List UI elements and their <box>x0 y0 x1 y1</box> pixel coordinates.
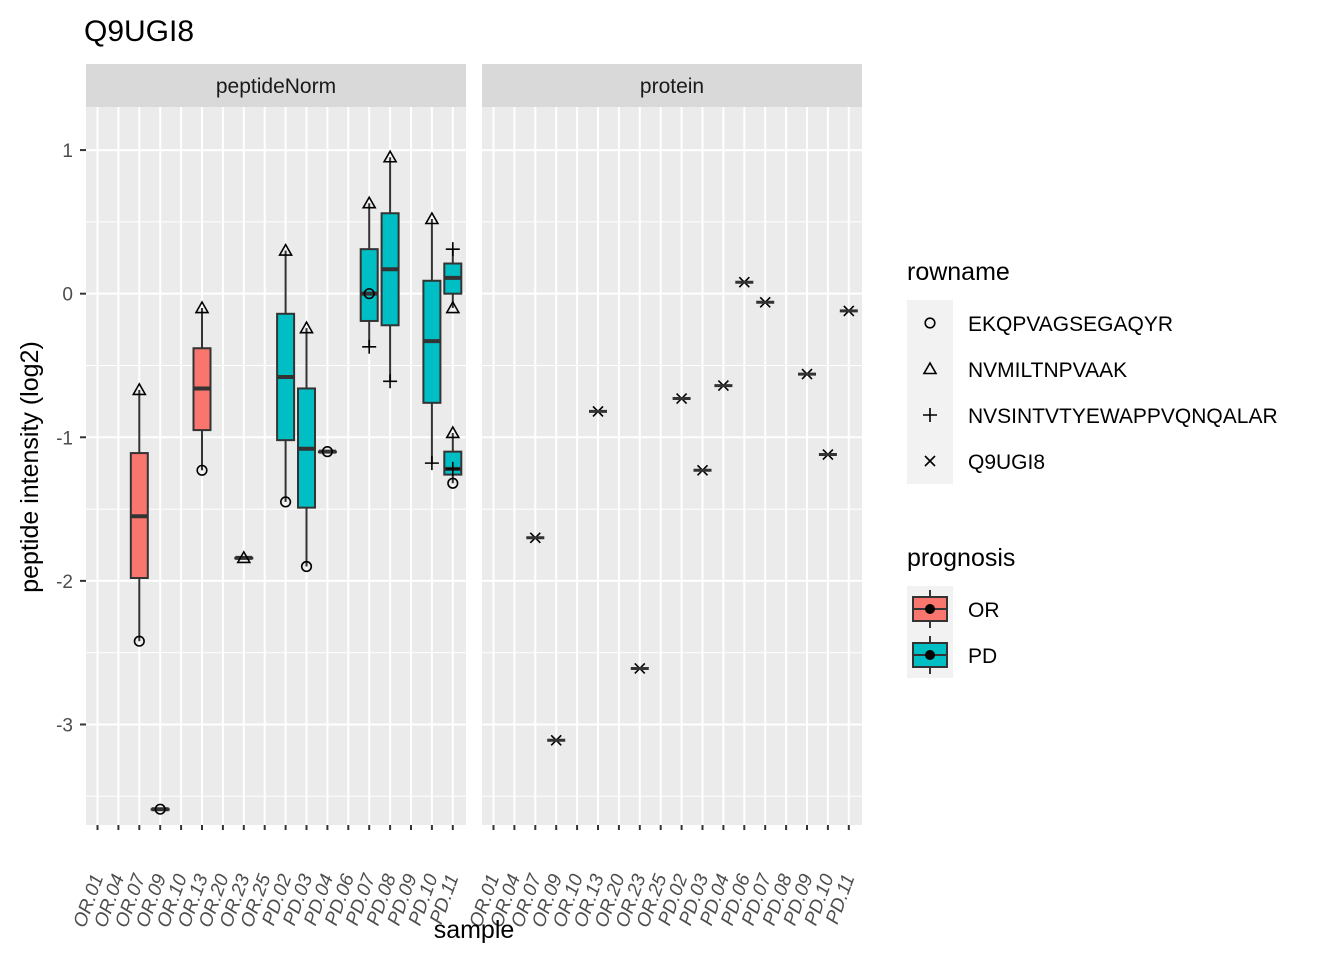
point-OR.07 <box>131 382 147 396</box>
point-PD.04 <box>321 446 334 458</box>
legend-key-triangle <box>907 346 953 392</box>
point-OR.13 <box>194 300 210 314</box>
panel-background-peptideNorm <box>86 107 466 825</box>
legend-label-prognosis: PD <box>968 645 997 668</box>
x-axis: OR.01OR.04OR.07OR.09OR.10OR.13OR.20OR.23… <box>70 825 859 930</box>
box-PD.03 <box>297 328 316 567</box>
point-OR.09 <box>154 803 166 815</box>
y-tick-label: -3 <box>56 715 73 736</box>
panel-protein: protein <box>482 64 862 825</box>
panel-background-protein <box>482 107 862 825</box>
point-PD.02 <box>280 496 292 508</box>
strip-label-peptideNorm: peptideNorm <box>216 75 336 98</box>
point-PD.02 <box>278 242 293 256</box>
point-OR.07 <box>133 635 145 647</box>
box-PD.08 <box>380 157 400 382</box>
point-PD.11 <box>445 242 460 257</box>
point-PD.10 <box>424 456 439 471</box>
point-PD.07 <box>363 288 375 300</box>
point-PD.10 <box>424 211 440 225</box>
point-PD.08 <box>383 374 398 389</box>
legend-dot <box>925 650 935 660</box>
strip-peptideNorm <box>86 64 466 107</box>
box-OR.09 <box>150 807 170 812</box>
y-tick-label: 1 <box>62 141 73 162</box>
legend-rowname: rowname EKQPVAGSEGAQYR NVMILTNPVAAK NVSINT… <box>907 258 1278 484</box>
y-tick-label: -1 <box>56 428 73 449</box>
box-PD.10 <box>422 219 442 464</box>
point-PD.03 <box>299 320 314 334</box>
legend-glyph-cross <box>924 455 936 467</box>
legend-prognosis: prognosis OR PD <box>907 544 1015 678</box>
box-OR.13 <box>192 308 212 471</box>
legend-label-rowname: NVMILTNPVAAK <box>968 359 1127 382</box>
legend-label-rowname: EKQPVAGSEGAQYR <box>968 313 1173 336</box>
facet-panels: peptideNorm protein <box>86 64 862 825</box>
point-PD.07 <box>362 339 377 354</box>
data-points <box>131 149 858 815</box>
box-PD.02 <box>276 250 296 502</box>
legend-dot <box>925 604 935 614</box>
legend-label-rowname: NVSINTVTYEWAPPVQNQALAR <box>968 405 1278 428</box>
y-tick-label: -2 <box>56 572 73 593</box>
point-PD.11 <box>445 300 461 314</box>
box-PD.11 <box>443 249 463 309</box>
point-PD.11 <box>447 477 459 489</box>
box-OR.23 <box>234 555 254 560</box>
legend-key-circle <box>907 300 953 346</box>
legend-label-rowname: Q9UGI8 <box>968 451 1045 474</box>
point-PD.08 <box>382 149 398 163</box>
box-OR.07 <box>129 389 149 642</box>
legend-rowname-title: rowname <box>907 258 1010 286</box>
strip-protein <box>482 64 862 107</box>
y-axis-title: peptide intensity (log2) <box>16 341 44 593</box>
point-OR.13 <box>196 464 208 476</box>
y-tick-label: 0 <box>62 285 73 306</box>
box-PD.07 <box>359 203 379 347</box>
panel-peptideNorm: peptideNorm <box>86 64 466 825</box>
point-PD.03 <box>300 560 313 573</box>
legend-prognosis-title: prognosis <box>907 544 1015 572</box>
y-axis: -3 -2 -1 0 1 <box>56 141 86 736</box>
box-PD.04 <box>317 449 337 454</box>
legend-glyph-circle <box>924 317 936 329</box>
legend-label-prognosis: OR <box>968 599 1000 622</box>
chart-title: Q9UGI8 <box>84 15 194 48</box>
boxplots <box>129 157 463 812</box>
point-PD.07 <box>361 195 377 209</box>
point-PD.11 <box>445 425 461 439</box>
x-axis-title: sample <box>434 916 515 944</box>
legend-glyph-plus <box>923 408 937 422</box>
point-OR.23 <box>236 550 252 564</box>
point-PD.11 <box>445 461 460 476</box>
strip-label-protein: protein <box>640 75 704 98</box>
legend-glyph-triangle <box>922 361 938 375</box>
box-body <box>359 248 379 322</box>
